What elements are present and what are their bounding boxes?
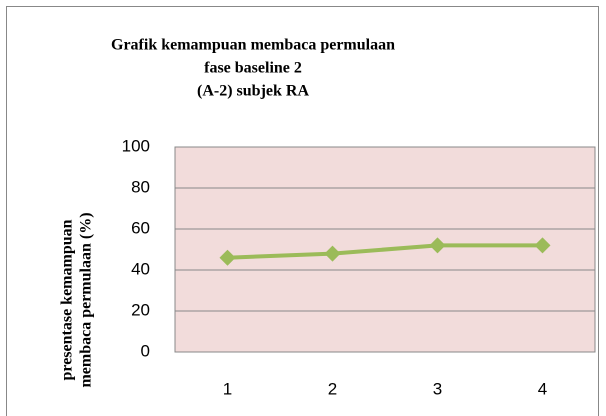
marker (534, 237, 551, 254)
x-tick-label: 3 (433, 379, 442, 398)
y-tick-label: 100 (122, 136, 150, 155)
marker (429, 237, 446, 254)
x-tick-label: 4 (538, 379, 547, 398)
y-tick-label: 80 (131, 177, 150, 196)
y-tick-label: 40 (131, 259, 150, 278)
y-tick-label: 0 (141, 341, 150, 360)
line (227, 243, 543, 260)
marker (219, 249, 236, 266)
chart-title: fase baseline 2 (204, 60, 302, 77)
marker (324, 245, 341, 262)
y-tick-label: 60 (131, 218, 150, 237)
chart-title: Grafik kemampuan membaca permulaan (111, 37, 395, 54)
y-axis-label: presentase kemampuan (59, 219, 76, 380)
x-tick-label: 1 (223, 379, 232, 398)
y-tick-label: 20 (131, 300, 150, 319)
chart-title: (A-2) subjek RA (197, 83, 309, 100)
y-axis-label: membaca permulaan (%) (78, 212, 95, 387)
x-tick-label: 2 (328, 379, 337, 398)
